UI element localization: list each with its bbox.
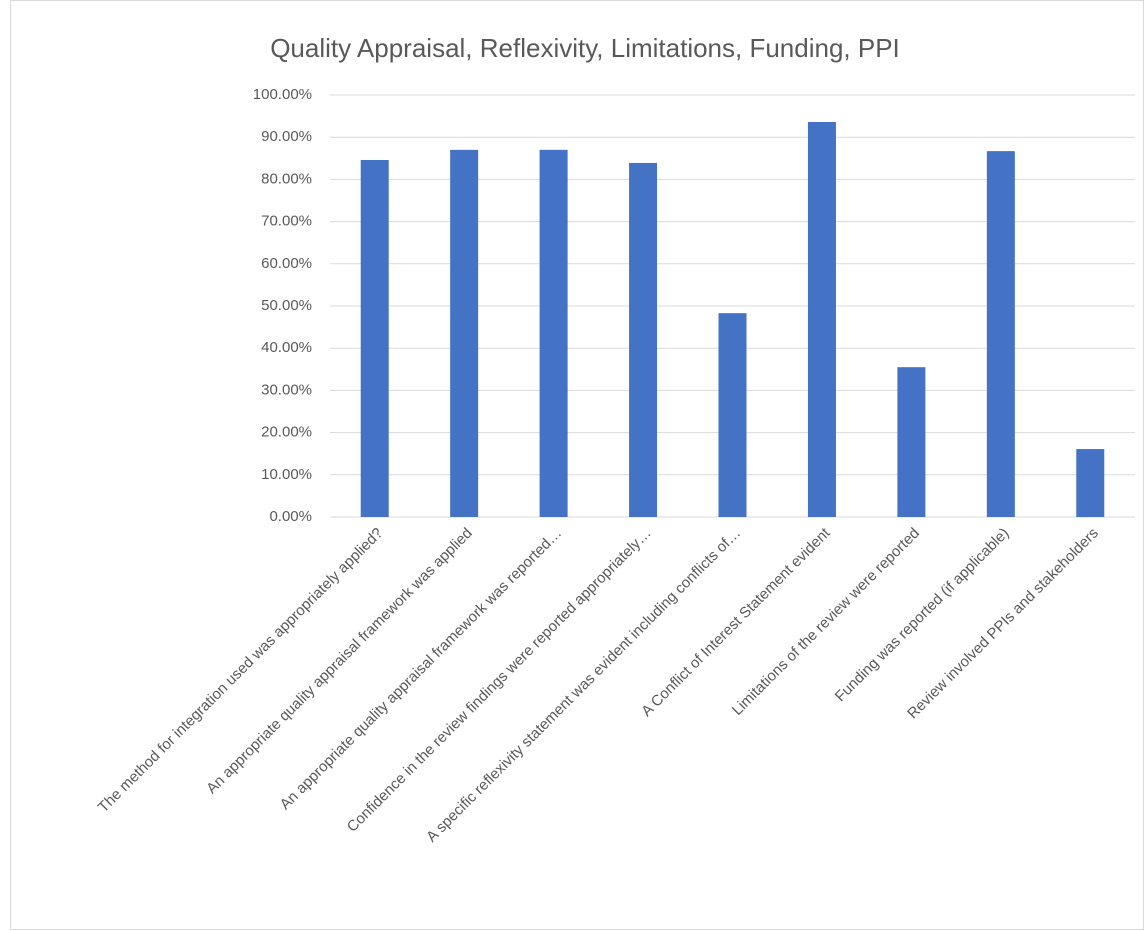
bar (539, 149, 568, 518)
y-tick-label: 40.00% (261, 339, 312, 356)
chart-title: Quality Appraisal, Reflexivity, Limitati… (270, 33, 900, 63)
bar (807, 122, 836, 518)
y-tick-label: 10.00% (261, 466, 312, 483)
bar (360, 159, 389, 517)
bar (986, 151, 1015, 517)
y-tick-label: 70.00% (261, 213, 312, 230)
bar (450, 149, 479, 518)
bar (629, 162, 658, 517)
y-tick-label: 20.00% (261, 424, 312, 441)
y-tick-label: 0.00% (269, 508, 312, 525)
y-tick-label: 100.00% (253, 86, 312, 103)
y-tick-label: 90.00% (261, 128, 312, 145)
y-tick-label: 60.00% (261, 255, 312, 272)
y-tick-label: 50.00% (261, 297, 312, 314)
bar (897, 367, 926, 517)
y-tick-label: 30.00% (261, 381, 312, 398)
chart-frame (10, 0, 1144, 930)
bar (1076, 449, 1105, 517)
y-tick-label: 80.00% (261, 170, 312, 187)
bar (718, 313, 747, 517)
